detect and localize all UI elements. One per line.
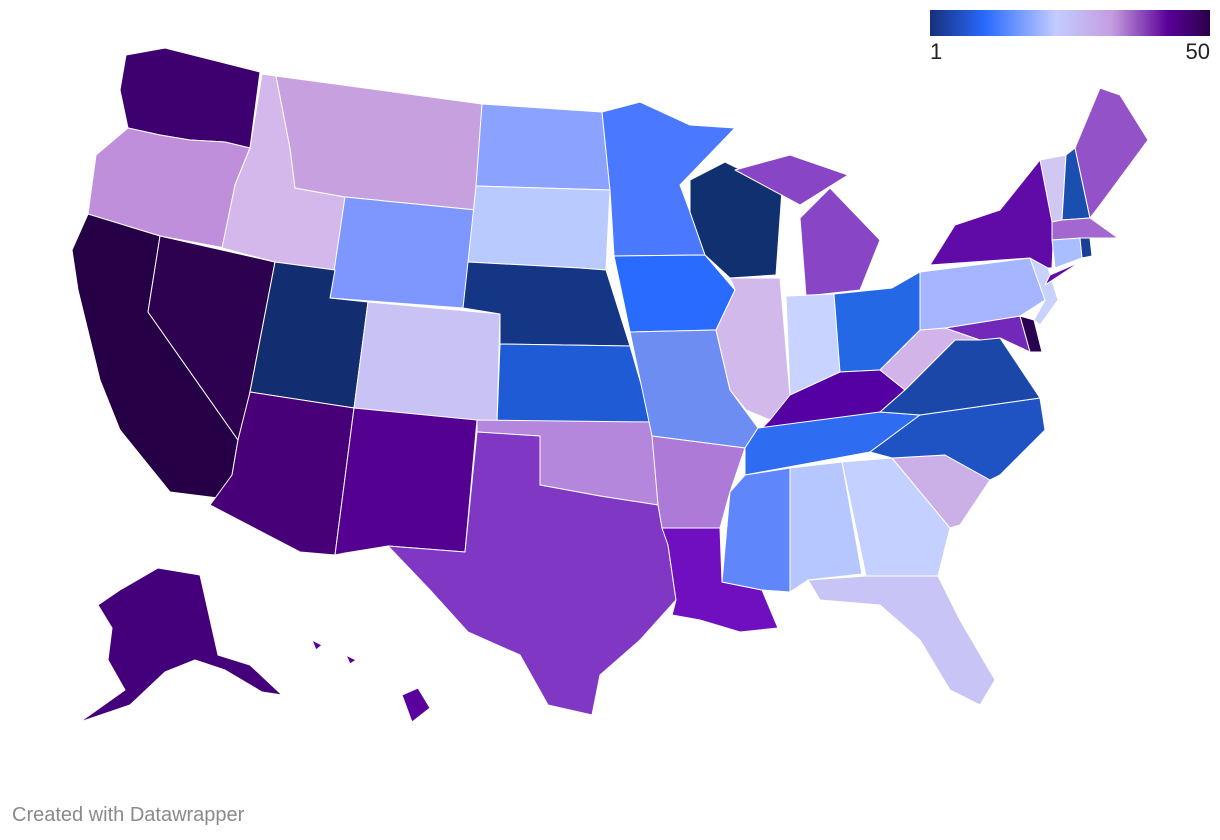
state-wy[interactable] — [329, 196, 477, 309]
legend-max-label: 50 — [1185, 39, 1210, 64]
state-sd[interactable] — [467, 185, 611, 271]
state-ks[interactable] — [496, 343, 653, 424]
state-ak[interactable] — [79, 567, 283, 723]
legend-gradient-bar — [930, 10, 1210, 36]
state-fl[interactable] — [807, 575, 996, 706]
state-al[interactable] — [789, 461, 863, 593]
state-de[interactable] — [1019, 315, 1043, 353]
state-mt[interactable] — [275, 75, 483, 211]
state-wi[interactable] — [689, 161, 783, 279]
state-nm[interactable] — [334, 407, 478, 556]
state-nd[interactable] — [475, 103, 611, 191]
state-me[interactable] — [1074, 87, 1149, 219]
state-il[interactable] — [715, 277, 791, 421]
state-mn[interactable] — [601, 101, 736, 257]
footer-credit: Created with Datawrapper — [12, 804, 245, 826]
state-hi[interactable] — [311, 639, 431, 723]
legend-min-label: 1 — [930, 39, 943, 64]
state-ri[interactable] — [1079, 237, 1093, 259]
state-la[interactable] — [661, 527, 779, 633]
state-tx[interactable] — [387, 431, 677, 716]
state-mi[interactable] — [734, 154, 881, 297]
state-co[interactable] — [353, 301, 501, 424]
state-ga[interactable] — [841, 457, 951, 577]
color-legend: 1 50 — [930, 10, 1210, 70]
state-ma[interactable] — [1051, 217, 1119, 241]
